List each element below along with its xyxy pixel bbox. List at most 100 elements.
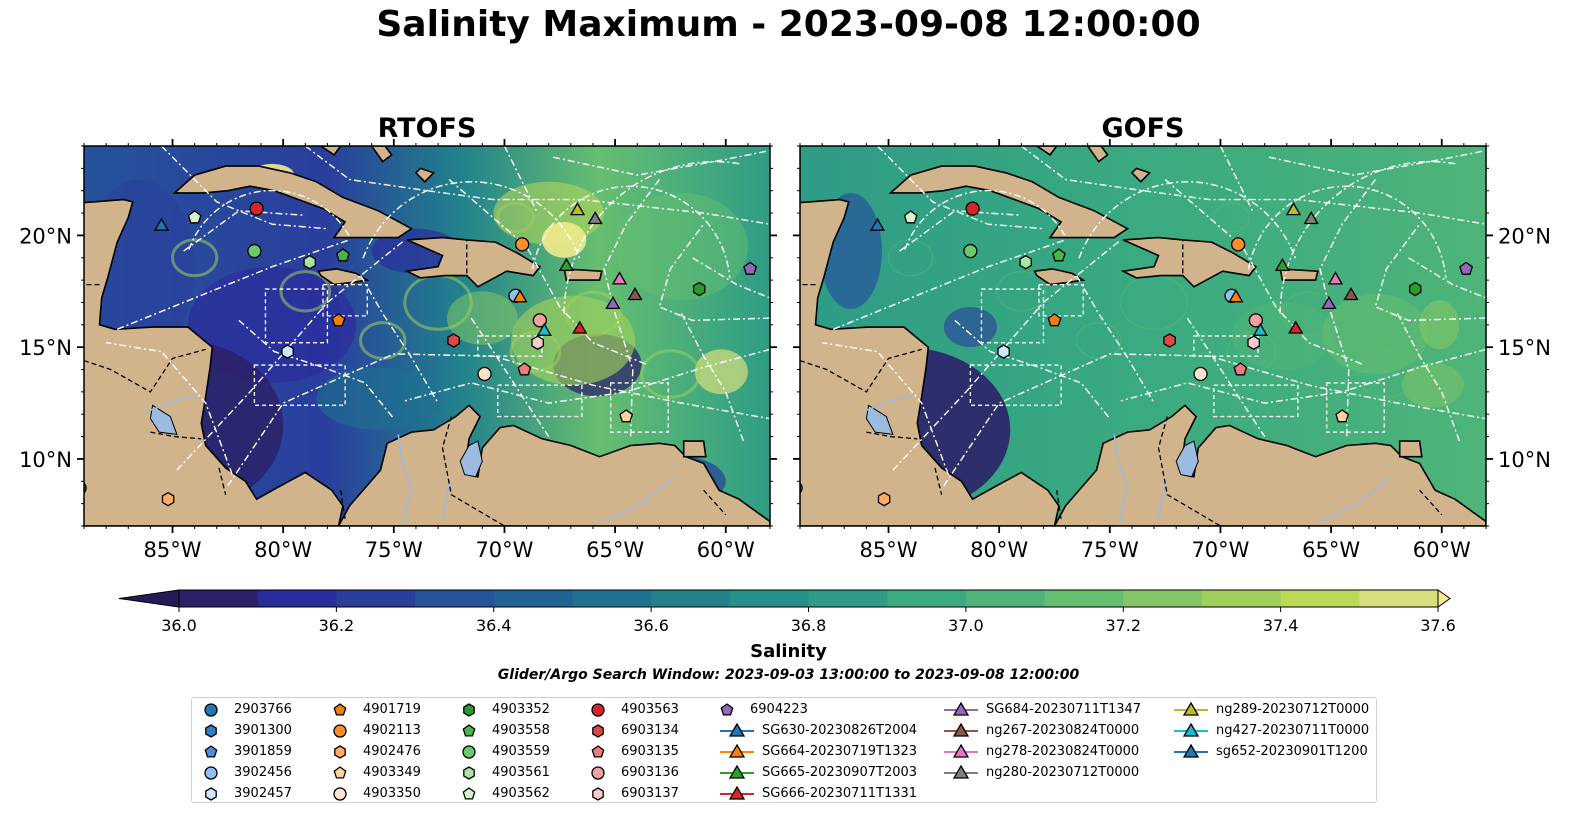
y-tick-label: 10°N [19,448,72,472]
station-4902476 [161,491,175,507]
station-4903558 [335,248,350,262]
legend-symbol [720,703,734,716]
eddy-filament [496,201,535,234]
map-panel-rtofs: RTOFS 85°W 80°W 75°W 70°W 65°W 60°W 10°N 15°N 20°… [19,113,777,562]
y-tick-label: 20°N [1498,224,1551,248]
land-trinidad [1398,440,1423,458]
eez-boundary [1268,149,1486,176]
lake-nicaragua [865,404,894,436]
station-ng280-20230712T0000 [587,211,603,225]
legend-marker [591,766,605,780]
colorbar-tick-label: 37.0 [948,616,984,635]
eez-boundary [1164,178,1365,366]
eddy-filament [1213,202,1250,233]
marine-area-box [264,288,329,344]
eez-boundary [161,146,328,230]
eez-boundary [1078,181,1297,259]
legend-label: ng267-20230824T0000 [986,723,1140,738]
eez-boundary [404,348,770,404]
legend-symbol [728,743,746,758]
colorbar-bin [808,590,888,607]
eez-boundary [362,181,581,259]
legend-marker [204,745,218,758]
map-content [67,146,770,526]
station-SG630-20230826T2004 [67,474,80,485]
legend-symbol [333,766,347,779]
station-4902476 [877,491,891,507]
lake-nicaragua [149,404,178,436]
legend-marker [462,745,476,759]
eez-boundary [563,161,741,314]
legend-symbol [333,703,347,716]
legend-label: SG630-20230826T2004 [762,723,918,738]
x-tick-label: 80°W [970,538,1028,562]
eddy-filament [359,321,407,360]
y-tick-label: 10°N [1498,448,1551,472]
station-6903137 [531,335,544,350]
panel-frame [83,145,771,527]
lake-maracaibo [1175,440,1199,478]
legend-label: 4903562 [492,786,550,801]
legend-symbol [952,764,970,779]
eez-boundary [680,313,745,442]
station-4903563 [249,201,264,216]
legend-symbol [462,745,476,759]
colorbar-bin [179,590,259,607]
eez-boundary [1374,223,1486,322]
marine-area-box [1038,283,1084,317]
search-window-caption: Glider/Argo Search Window: 2023-09-03 13… [497,667,1080,683]
colorbar-extend-high [1437,589,1451,608]
station-ng280-20230712T0000 [1303,211,1319,225]
eez-boundary [188,189,350,250]
land-cuba [888,165,1130,239]
colorbar-tick-label: 36.4 [476,616,512,635]
marine-area-box [253,364,346,406]
marine-area-box [610,382,669,433]
country-border [218,467,227,495]
legend-marker [720,785,754,800]
colorbar-tick-label: 36.2 [319,616,355,635]
legend-symbol [728,785,746,800]
eez-boundary [531,185,731,279]
country-border [800,348,922,393]
legend-marker [334,745,346,759]
legend-label: 4903561 [492,765,550,780]
land-bahamas1 [319,146,342,156]
station-3901300 [772,497,783,510]
land-central-america [84,198,344,526]
country-border [1056,490,1062,520]
colorbar-bin [572,590,652,607]
legend-marker [720,703,734,716]
colorbar-bin [415,590,495,607]
eez-boundary [1219,146,1255,214]
colorbar-tick-label: 37.6 [1420,616,1456,635]
legend-marker [591,745,605,758]
legend-symbol [204,745,218,758]
colorbar-bin [257,590,337,607]
colorbar-bin [651,590,731,607]
map-panel-gofs: GOFS 85°W 80°W 75°W 70°W 65°W 60°W 10°N 15°N 20°N [772,113,1551,562]
station-ng289-20230712T0000 [569,201,586,216]
country-border [1157,416,1221,526]
legend-symbol [592,787,604,801]
station-6903135 [1233,362,1248,376]
legend-symbol [462,724,476,737]
legend-symbol [591,766,605,780]
eez-boundary [1186,317,1266,437]
x-tick-label: 70°W [1191,538,1249,562]
eddy-filament [996,270,1047,312]
legend-symbol [952,743,970,758]
salinity-feature [1322,293,1429,374]
x-tick-label: 85°W [860,538,918,562]
legend-label: 4903558 [492,723,550,738]
eez-boundary [692,257,770,299]
legend-marker [333,703,347,716]
country-border [934,467,943,495]
station-ng278-20230824T0000 [1327,271,1344,285]
station-6904223 [1459,261,1474,275]
legend-marker [463,703,475,717]
legend-label: 3901859 [234,744,292,759]
legend-symbol [728,764,746,779]
colorbar-label: Salinity [750,641,827,662]
legend-marker [204,703,218,717]
